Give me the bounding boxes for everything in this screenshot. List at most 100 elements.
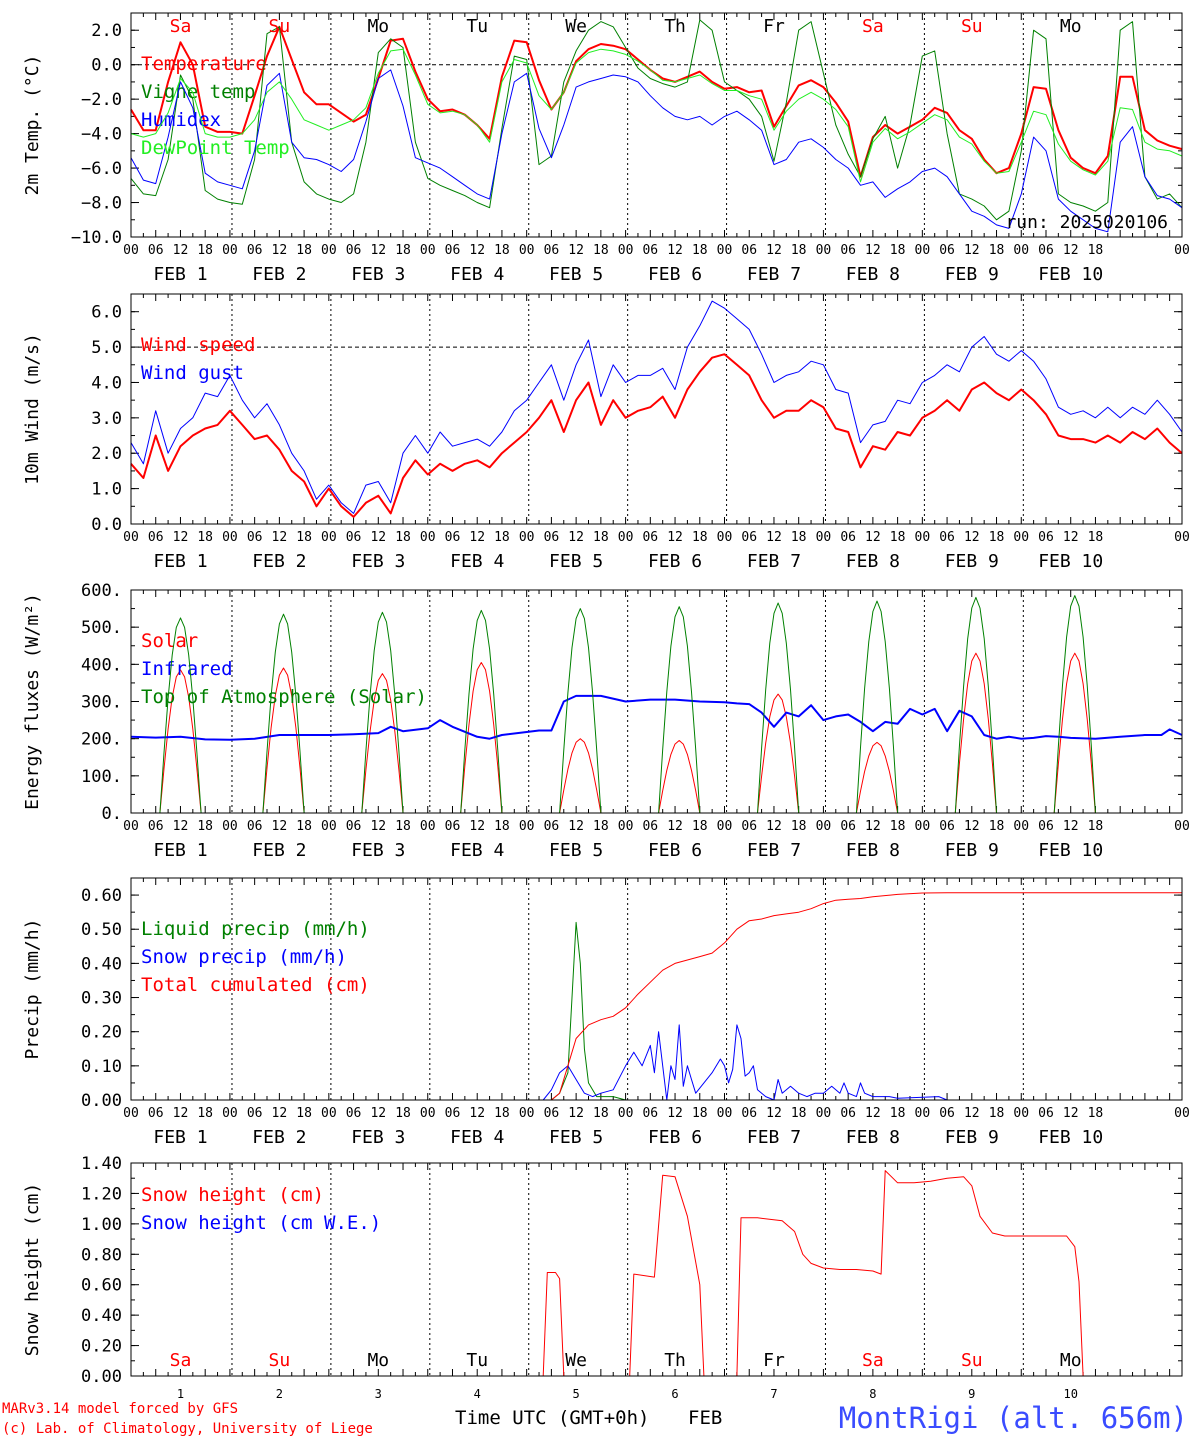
- hour-label: 00: [222, 530, 238, 545]
- hour-label: 12: [1063, 1106, 1079, 1121]
- y-tick-label: 400.: [81, 655, 122, 675]
- plot-frame: [130, 12, 1183, 238]
- hour-label: 18: [593, 1106, 609, 1121]
- date-label: FEB 4: [450, 551, 504, 572]
- hour-label: 00: [717, 1106, 733, 1121]
- hour-label: 00: [321, 819, 337, 834]
- y-tick-label: 0.: [102, 804, 122, 824]
- hour-label: 06: [939, 819, 955, 834]
- hour-label: 00: [816, 1106, 832, 1121]
- series-line-total-cumulated-cm-: [131, 892, 1182, 1101]
- hour-label: 06: [544, 530, 560, 545]
- hour-label: 12: [1063, 530, 1079, 545]
- hour-label: 18: [989, 243, 1005, 258]
- date-label: FEB 4: [450, 264, 504, 285]
- date-label: FEB 8: [846, 1127, 900, 1148]
- weekday-label: Th: [664, 16, 686, 37]
- x-axis-month-label: FEB: [688, 1407, 722, 1429]
- weekday-label: We: [565, 16, 587, 37]
- hour-label: 18: [989, 819, 1005, 834]
- legend-entry: Top of Atmosphere (Solar): [141, 686, 427, 708]
- y-tick-label: 0.0: [91, 515, 122, 535]
- chart-panel-1: 2.0 0.0 −2.0 −4.0 −6.0 −8.0 −10.0 2m Temp. (°C)…: [22, 12, 1190, 285]
- y-tick-label: 0.20: [81, 1337, 122, 1357]
- weekday-label: Th: [664, 1350, 686, 1371]
- run-annotation: run: 2025020106: [1005, 212, 1168, 233]
- date-label: FEB 2: [252, 840, 306, 861]
- hour-label: 12: [370, 243, 386, 258]
- hour-label: 00: [321, 243, 337, 258]
- hour-label: 06: [642, 819, 658, 834]
- hour-label: 06: [148, 243, 164, 258]
- weekday-label: Sa: [862, 1350, 884, 1371]
- date-label: FEB 1: [153, 264, 207, 285]
- y-tick-label: 0.40: [81, 1306, 122, 1326]
- station-title: MontRigi (alt. 656m): [839, 1401, 1188, 1435]
- hour-label: 12: [667, 243, 683, 258]
- weekday-label: Sa: [862, 16, 884, 37]
- hour-label: 12: [964, 819, 980, 834]
- hour-label: 18: [395, 819, 411, 834]
- hour-label: 18: [296, 1106, 312, 1121]
- y-tick-label: 0.80: [81, 1245, 122, 1265]
- hour-label: 12: [1063, 819, 1079, 834]
- plot-frame: [130, 1162, 1183, 1377]
- y-tick-label: 0.60: [81, 886, 122, 906]
- day-number-label: 9: [968, 1387, 975, 1401]
- date-label: FEB 1: [153, 1127, 207, 1148]
- date-label: FEB 10: [1038, 264, 1103, 285]
- hour-label: 12: [370, 1106, 386, 1121]
- hour-label: 00: [618, 530, 634, 545]
- legend-entry: Temperature: [141, 53, 267, 75]
- hour-label: 12: [766, 1106, 782, 1121]
- date-label: FEB 3: [351, 264, 405, 285]
- y-tick-label: −10.0: [71, 228, 122, 248]
- hour-label: 00: [717, 530, 733, 545]
- date-label: FEB 6: [648, 840, 702, 861]
- weekday-label: Mo: [367, 1350, 389, 1371]
- legend-entry: Snow height (cm W.E.): [141, 1212, 381, 1234]
- hour-label: 18: [395, 243, 411, 258]
- hour-label: 12: [469, 530, 485, 545]
- hour-label: 00: [321, 530, 337, 545]
- y-tick-label: 0.00: [81, 1091, 122, 1111]
- hour-label: 00: [519, 243, 535, 258]
- y-tick-label: 0.0: [91, 56, 122, 76]
- footer: MARv3.14 model forced by GFS (c) Lab. of…: [2, 1401, 1188, 1437]
- hour-label: 00: [618, 1106, 634, 1121]
- hour-label: 00: [519, 819, 535, 834]
- hour-label: 18: [1088, 819, 1104, 834]
- legend-entry: Humidex: [141, 109, 221, 131]
- hour-label: 18: [989, 530, 1005, 545]
- y-tick-label: 3.0: [91, 409, 122, 429]
- date-label: FEB 5: [549, 840, 603, 861]
- hour-label: 18: [791, 530, 807, 545]
- date-label: FEB 7: [747, 264, 801, 285]
- weekday-label: Su: [961, 16, 983, 37]
- date-label: FEB 5: [549, 551, 603, 572]
- hour-label: 00: [420, 243, 436, 258]
- y-tick-label: 4.0: [91, 373, 122, 393]
- hour-label: 00: [420, 530, 436, 545]
- hour-label: 00: [123, 530, 139, 545]
- hour-label: 18: [593, 243, 609, 258]
- date-label: FEB 5: [549, 1127, 603, 1148]
- date-label: FEB 6: [648, 551, 702, 572]
- hour-label: 06: [544, 1106, 560, 1121]
- hour-label: 00: [915, 243, 931, 258]
- series-line-vigne-temp: [130, 19, 1183, 221]
- weekday-label: Tu: [466, 16, 488, 37]
- hour-label: 06: [445, 530, 461, 545]
- date-label: FEB 7: [747, 1127, 801, 1148]
- hour-label: 06: [148, 1106, 164, 1121]
- hour-label: 06: [642, 1106, 658, 1121]
- hour-label: 12: [469, 1106, 485, 1121]
- series-line-snow-height-cm-: [131, 1170, 1182, 1377]
- hour-label: 12: [667, 1106, 683, 1121]
- date-label: FEB 2: [252, 551, 306, 572]
- legend-entry: Liquid precip (mm/h): [141, 918, 370, 940]
- hour-label: 18: [692, 1106, 708, 1121]
- hour-label: 06: [939, 243, 955, 258]
- hour-label: 00: [519, 1106, 535, 1121]
